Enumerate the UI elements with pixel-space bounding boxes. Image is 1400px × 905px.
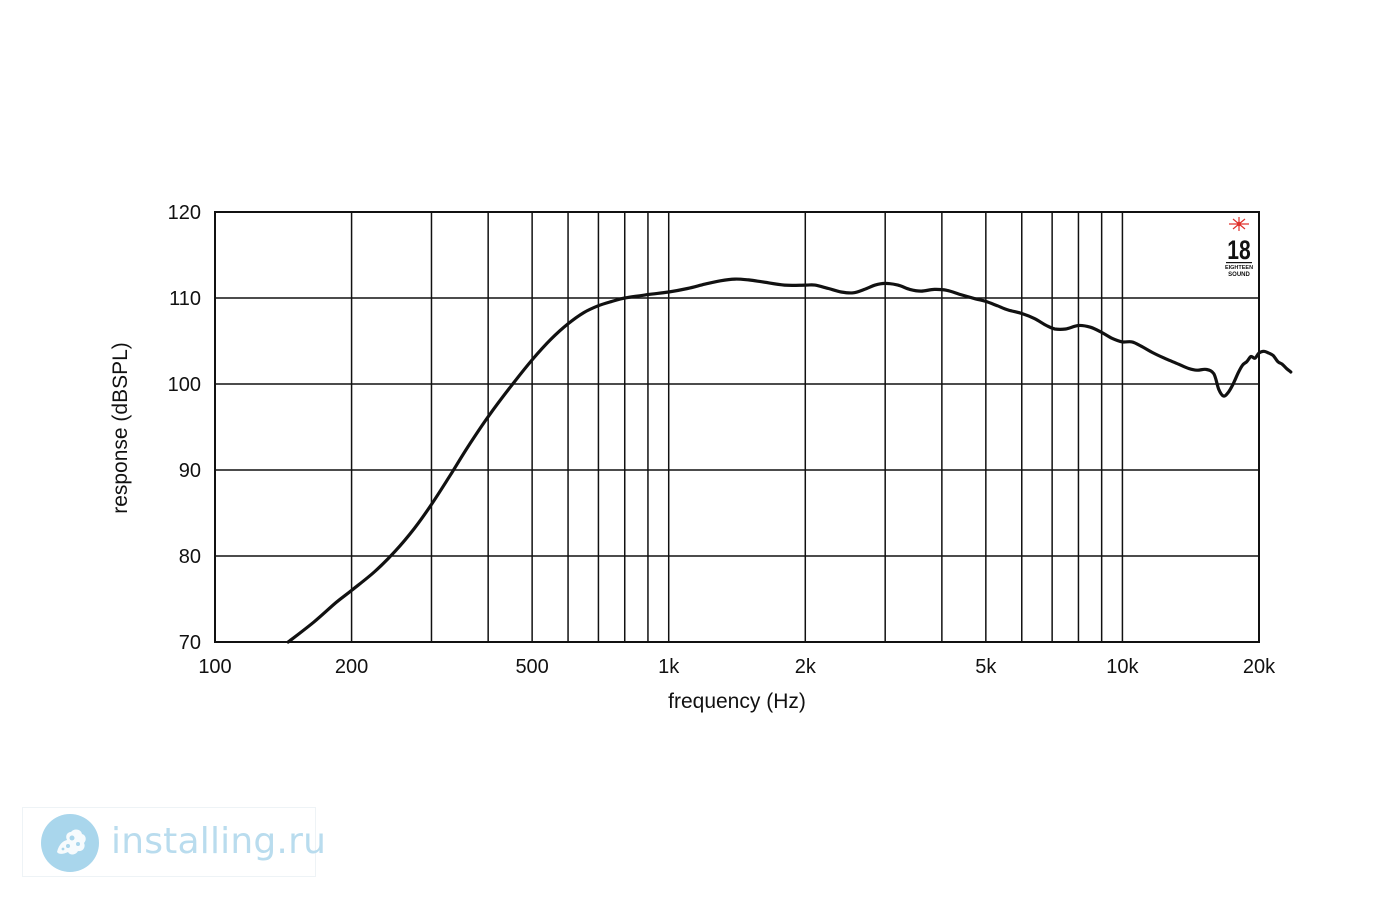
y-tick-label: 110 [169, 288, 201, 310]
plot-frame [214, 211, 1260, 643]
logo-number: 18 [1227, 236, 1250, 266]
y-tick-label: 80 [179, 546, 201, 568]
coral-circle-icon [41, 814, 99, 872]
y-tick-label: 90 [179, 460, 201, 482]
x-tick-label: 500 [515, 656, 548, 678]
x-tick-label: 5k [975, 656, 997, 678]
logo-line1: EIGHTEEN [1225, 265, 1253, 271]
y-tick-label: 120 [168, 202, 201, 224]
logo-line2: SOUND [1228, 272, 1250, 278]
x-axis-title: frequency (Hz) [668, 690, 806, 713]
star-icon [1229, 217, 1249, 231]
y-tick-labels: 70 80 90 100 110 120 [168, 202, 201, 654]
response-curve [286, 277, 1293, 644]
grid-layer [215, 212, 1259, 642]
x-tick-label: 20k [1243, 656, 1276, 678]
y-tick-label: 70 [179, 632, 201, 654]
y-axis-title: response (dBSPL) [109, 342, 132, 514]
x-tick-label: 2k [795, 656, 817, 678]
x-tick-label: 1k [658, 656, 680, 678]
y-tick-label: 100 [168, 374, 201, 396]
watermark-text: installing.ru [111, 821, 327, 862]
site-watermark: installing.ru [22, 807, 326, 877]
x-tick-labels: 100 200 500 1k 2k 5k 10k 20k [198, 656, 1276, 678]
eighteen-sound-logo: 18 EIGHTEEN SOUND [1225, 217, 1253, 278]
x-tick-label: 100 [198, 656, 231, 678]
x-tick-label: 10k [1106, 656, 1139, 678]
x-tick-label: 200 [335, 656, 368, 678]
